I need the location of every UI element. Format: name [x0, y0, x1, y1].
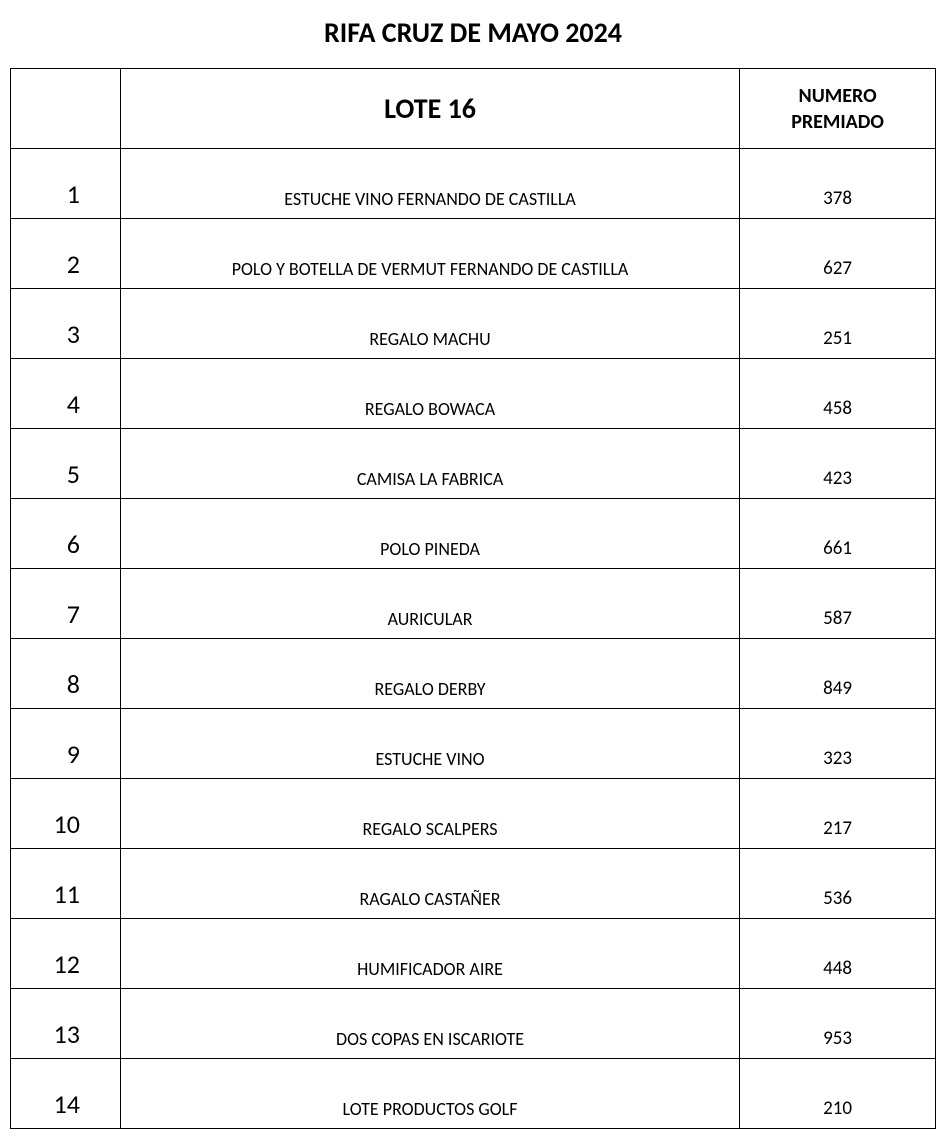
table-header-row: LOTE 16 NUMERO PREMIADO	[11, 69, 936, 149]
table-row: 11RAGALO CASTAÑER536	[11, 849, 936, 919]
row-prize-number: 849	[740, 639, 936, 709]
row-description: REGALO BOWACA	[120, 359, 739, 429]
row-number: 9	[11, 709, 121, 779]
table-row: 10REGALO SCALPERS217	[11, 779, 936, 849]
row-description: POLO PINEDA	[120, 499, 739, 569]
header-number-col	[11, 69, 121, 149]
row-number: 6	[11, 499, 121, 569]
row-number: 7	[11, 569, 121, 639]
table-row: 7AURICULAR587	[11, 569, 936, 639]
row-number: 13	[11, 989, 121, 1059]
row-prize-number: 448	[740, 919, 936, 989]
row-number: 3	[11, 289, 121, 359]
row-description: REGALO SCALPERS	[120, 779, 739, 849]
page-title: RIFA CRUZ DE MAYO 2024	[10, 15, 936, 50]
raffle-table: LOTE 16 NUMERO PREMIADO 1ESTUCHE VINO FE…	[10, 68, 936, 1129]
row-number: 11	[11, 849, 121, 919]
row-prize-number: 210	[740, 1059, 936, 1129]
table-row: 13DOS COPAS EN ISCARIOTE953	[11, 989, 936, 1059]
row-description: HUMIFICADOR AIRE	[120, 919, 739, 989]
row-number: 10	[11, 779, 121, 849]
table-row: 4REGALO BOWACA458	[11, 359, 936, 429]
row-number: 12	[11, 919, 121, 989]
row-number: 14	[11, 1059, 121, 1129]
header-numero-premiado: NUMERO PREMIADO	[740, 69, 936, 149]
row-description: CAMISA LA FABRICA	[120, 429, 739, 499]
table-row: 1ESTUCHE VINO FERNANDO DE CASTILLA378	[11, 149, 936, 219]
row-number: 2	[11, 219, 121, 289]
row-description: ESTUCHE VINO FERNANDO DE CASTILLA	[120, 149, 739, 219]
table-row: 6POLO PINEDA661	[11, 499, 936, 569]
header-lote: LOTE 16	[120, 69, 739, 149]
table-row: 2POLO Y BOTELLA DE VERMUT FERNANDO DE CA…	[11, 219, 936, 289]
row-prize-number: 423	[740, 429, 936, 499]
table-row: 8REGALO DERBY849	[11, 639, 936, 709]
row-number: 5	[11, 429, 121, 499]
row-prize-number: 378	[740, 149, 936, 219]
row-prize-number: 661	[740, 499, 936, 569]
table-row: 14LOTE PRODUCTOS GOLF210	[11, 1059, 936, 1129]
row-prize-number: 251	[740, 289, 936, 359]
header-prize-line1: NUMERO	[799, 84, 877, 108]
row-description: LOTE PRODUCTOS GOLF	[120, 1059, 739, 1129]
row-description: REGALO MACHU	[120, 289, 739, 359]
table-body: 1ESTUCHE VINO FERNANDO DE CASTILLA3782PO…	[11, 149, 936, 1129]
table-row: 12HUMIFICADOR AIRE448	[11, 919, 936, 989]
row-prize-number: 536	[740, 849, 936, 919]
row-description: AURICULAR	[120, 569, 739, 639]
row-number: 8	[11, 639, 121, 709]
row-number: 1	[11, 149, 121, 219]
row-description: RAGALO CASTAÑER	[120, 849, 739, 919]
row-description: POLO Y BOTELLA DE VERMUT FERNANDO DE CAS…	[120, 219, 739, 289]
row-description: DOS COPAS EN ISCARIOTE	[120, 989, 739, 1059]
row-prize-number: 953	[740, 989, 936, 1059]
row-prize-number: 323	[740, 709, 936, 779]
table-row: 9ESTUCHE VINO323	[11, 709, 936, 779]
header-prize-line2: PREMIADO	[791, 110, 884, 134]
row-prize-number: 587	[740, 569, 936, 639]
table-row: 3REGALO MACHU251	[11, 289, 936, 359]
table-row: 5CAMISA LA FABRICA423	[11, 429, 936, 499]
row-prize-number: 627	[740, 219, 936, 289]
row-number: 4	[11, 359, 121, 429]
row-prize-number: 217	[740, 779, 936, 849]
row-prize-number: 458	[740, 359, 936, 429]
row-description: ESTUCHE VINO	[120, 709, 739, 779]
row-description: REGALO DERBY	[120, 639, 739, 709]
